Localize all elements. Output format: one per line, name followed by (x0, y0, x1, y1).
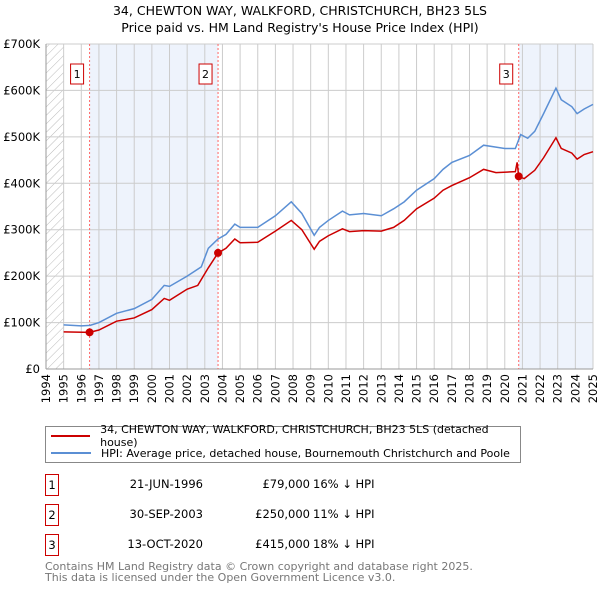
sale-hpi-diff: 16% ↓ HPI (313, 477, 375, 491)
sale-hpi-diff: 11% ↓ HPI (313, 507, 375, 521)
chart-title: 34, CHEWTON WAY, WALKFORD, CHRISTCHURCH,… (112, 3, 487, 18)
sale-label-box (70, 63, 85, 85)
sale-label-box (499, 63, 514, 85)
shaded-period (89, 44, 219, 369)
x-tick-label: 2005 (233, 374, 247, 403)
legend-red-label: 34, CHEWTON WAY, WALKFORD, CHRISTCHURCH,… (100, 423, 489, 449)
sale-price: £250,000 (255, 507, 310, 521)
x-tick-label: 2009 (304, 374, 318, 403)
x-tick-label: 1997 (92, 374, 106, 403)
x-tick-label: 2016 (427, 374, 441, 403)
x-tick-label: 2007 (268, 374, 282, 403)
shaded-period (518, 44, 593, 369)
x-tick-label: 1996 (74, 374, 88, 403)
x-tick-label: 2015 (410, 374, 424, 403)
x-tick-label: 2000 (145, 374, 159, 403)
x-tick-label: 2021 (515, 374, 529, 403)
sale-price: £79,000 (262, 477, 310, 491)
sale-label: 1 (74, 68, 81, 81)
hpi-line (63, 86, 594, 327)
y-tick-label: £600K (3, 83, 40, 97)
sale-marker: 3 (45, 534, 59, 556)
legend-blue-label: HPI: Average price, detached house, Bour… (101, 446, 510, 460)
chart-subtitle: Price paid vs. HM Land Registry's House … (121, 20, 479, 35)
sale-label: 2 (202, 68, 209, 81)
x-tick-label: 1998 (110, 374, 124, 403)
sale-date: 21-JUN-1996 (129, 477, 203, 491)
x-tick-label: 2018 (462, 374, 476, 403)
x-tick-label: 2025 (586, 374, 600, 403)
price-chart: 1994 1995 1996 1997 1998 1999 2000 2001 2002 2003… (3, 37, 600, 403)
x-tick-label: 2006 (251, 374, 265, 403)
sale-marker: 2 (45, 504, 59, 526)
sale-point (214, 248, 223, 257)
x-tick-label: 2012 (357, 374, 371, 403)
hatched-period (46, 44, 64, 369)
sale-date: 13-OCT-2020 (127, 537, 203, 551)
x-tick-label: 2010 (321, 374, 335, 403)
x-tick-label: 2001 (163, 374, 177, 403)
x-tick-label: 2014 (392, 374, 406, 403)
x-tick-label: 1994 (39, 374, 53, 403)
x-tick-label: 2020 (498, 374, 512, 403)
x-tick-label: 2013 (374, 374, 388, 403)
price-paid-line (63, 136, 594, 334)
y-tick-label: £400K (3, 176, 40, 190)
y-tick-label: £300K (3, 223, 40, 237)
sale-point (85, 328, 94, 337)
x-tick-label: 1999 (127, 374, 141, 403)
x-tick-label: 2019 (480, 374, 494, 403)
x-tick-label: 2002 (180, 374, 194, 403)
y-tick-label: £0 (25, 362, 40, 376)
x-tick-label: 2003 (198, 374, 212, 403)
legend-red-line (51, 435, 91, 437)
y-tick-label: £700K (3, 37, 40, 51)
x-tick-label: 1995 (57, 374, 71, 403)
sale-label-box (198, 63, 213, 85)
x-tick-label: 2022 (533, 374, 547, 403)
x-tick-label: 2011 (339, 374, 353, 403)
x-tick-label: 2004 (215, 374, 229, 403)
footer-copyright: Contains HM Land Registry data © Crown c… (45, 560, 473, 573)
sale-marker: 1 (45, 474, 59, 496)
sale-date: 30-SEP-2003 (129, 507, 203, 521)
sale-price: £415,000 (255, 537, 310, 551)
sale-hpi-diff: 18% ↓ HPI (313, 537, 375, 551)
x-tick-label: 2024 (568, 374, 582, 403)
x-tick-label: 2023 (551, 374, 565, 403)
footer-licence: This data is licensed under the Open Gov… (45, 571, 396, 584)
y-tick-label: £100K (3, 316, 40, 330)
x-tick-label: 2008 (286, 374, 300, 403)
legend-blue-line (51, 452, 91, 454)
sale-label: 3 (503, 68, 510, 81)
sale-point (514, 172, 523, 181)
y-tick-label: £500K (3, 130, 40, 144)
y-tick-label: £200K (3, 269, 40, 283)
x-tick-label: 2017 (445, 374, 459, 403)
legend: 34, CHEWTON WAY, WALKFORD, CHRISTCHURCH,… (45, 423, 521, 463)
